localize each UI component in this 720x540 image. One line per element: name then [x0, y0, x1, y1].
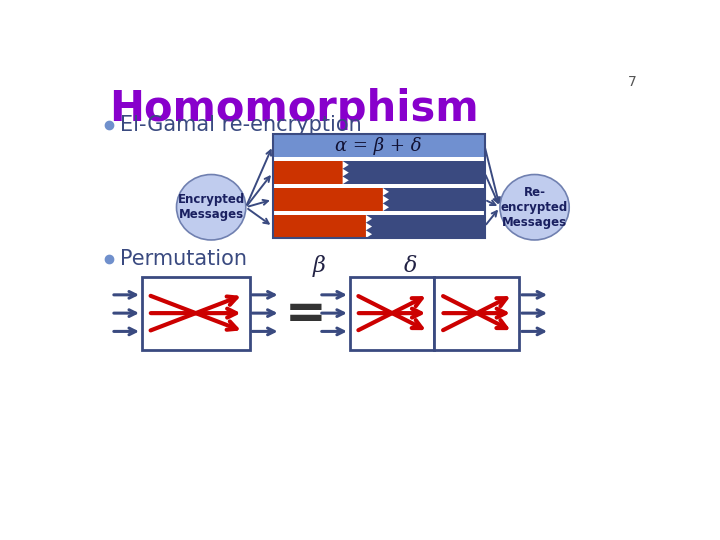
- Polygon shape: [343, 177, 348, 184]
- Bar: [273, 188, 383, 211]
- Polygon shape: [366, 222, 372, 231]
- Ellipse shape: [500, 174, 570, 240]
- Text: Encrypted
Messages: Encrypted Messages: [178, 193, 245, 221]
- Bar: [273, 188, 485, 211]
- Polygon shape: [343, 161, 348, 168]
- Text: Permutation: Permutation: [120, 249, 246, 269]
- Polygon shape: [383, 195, 389, 204]
- Bar: [273, 134, 485, 238]
- Polygon shape: [383, 188, 389, 195]
- Text: Homomorphism: Homomorphism: [109, 88, 478, 130]
- Bar: [273, 161, 343, 184]
- Bar: [273, 215, 366, 238]
- Bar: [273, 161, 485, 184]
- Bar: [434, 276, 519, 350]
- Bar: [273, 215, 485, 238]
- Text: β: β: [313, 255, 325, 277]
- Bar: [273, 134, 485, 157]
- Text: =: =: [285, 289, 327, 338]
- Text: Re-
encrypted
Messages: Re- encrypted Messages: [501, 186, 568, 229]
- Polygon shape: [383, 204, 389, 211]
- Ellipse shape: [176, 174, 246, 240]
- Text: δ: δ: [404, 255, 417, 277]
- Bar: [142, 276, 250, 350]
- Text: α = β + δ: α = β + δ: [336, 137, 422, 154]
- Polygon shape: [366, 231, 372, 238]
- Bar: [350, 276, 434, 350]
- Polygon shape: [366, 215, 372, 222]
- Text: El-Gamal re-encryption: El-Gamal re-encryption: [120, 115, 361, 135]
- Polygon shape: [343, 168, 348, 177]
- Text: 7: 7: [629, 75, 637, 89]
